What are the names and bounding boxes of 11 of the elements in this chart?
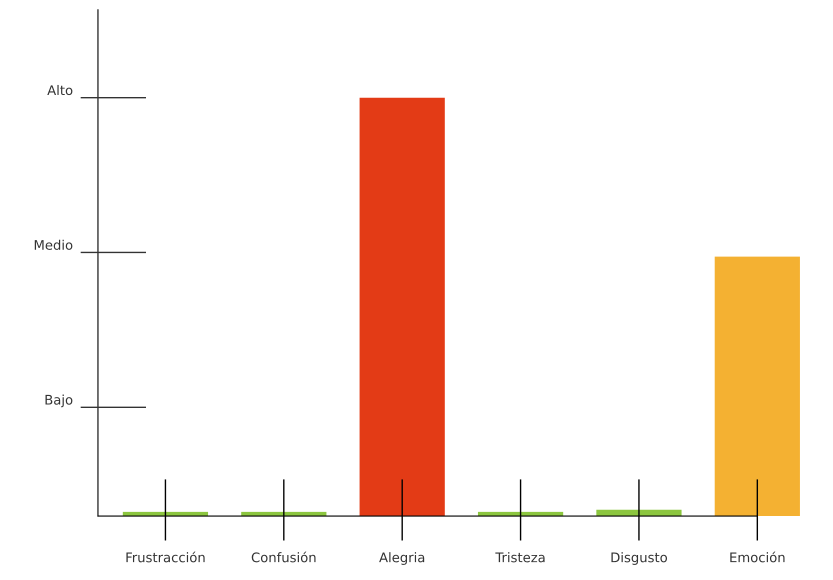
ref-line-label: Alto [47, 84, 72, 96]
bar [714, 256, 800, 516]
x-tick-label: Tristeza [495, 552, 545, 562]
ref-line-label: Bajo [46, 394, 72, 408]
x-tick-label: Emoción [730, 552, 785, 562]
ref-line-label: Medio [34, 240, 72, 250]
x-tick-label: Frustracción [126, 552, 205, 562]
x-tick-label: Disgusto [611, 552, 668, 565]
x-tick-label: Alegria [379, 552, 424, 565]
bar [360, 98, 445, 516]
x-tick-label: Confusión [252, 552, 316, 562]
